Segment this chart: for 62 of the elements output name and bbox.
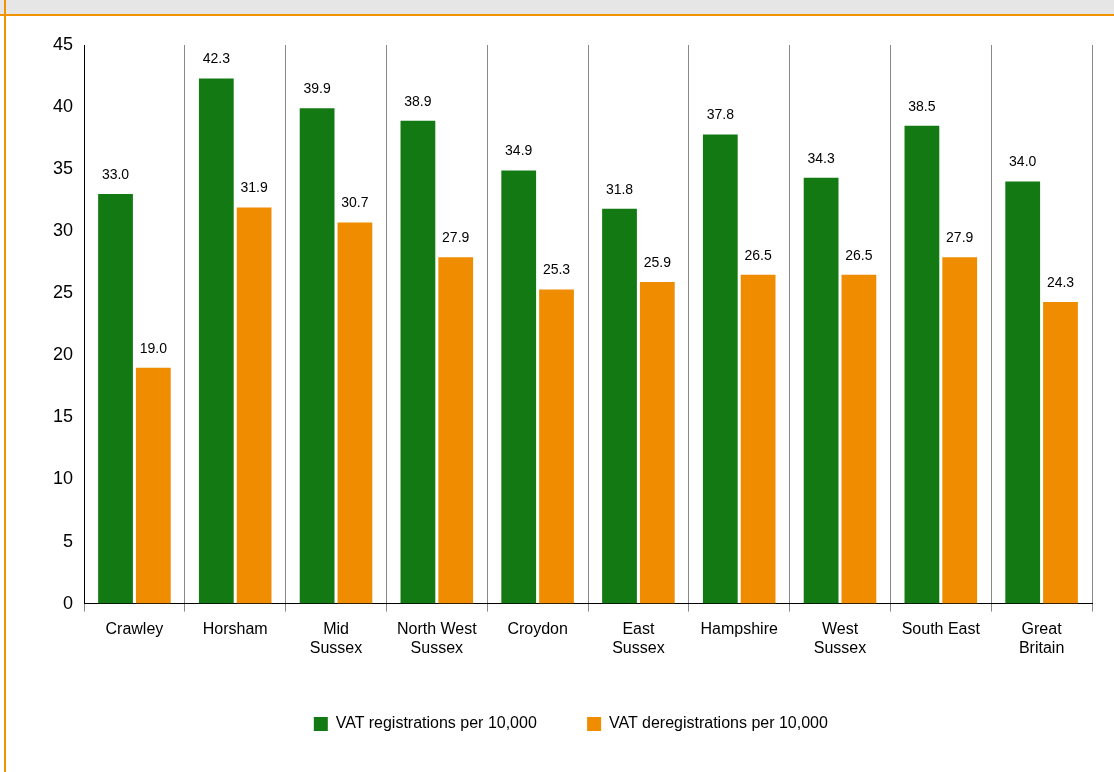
x-tick-label: Horsham xyxy=(202,619,268,637)
y-tick-label: 15 xyxy=(52,406,74,427)
data-label: 27.9 xyxy=(442,229,470,246)
data-label: 38.5 xyxy=(908,97,936,114)
bar xyxy=(1005,181,1041,604)
y-tick-label: 25 xyxy=(52,282,74,303)
legend-label: VAT deregistrations per 10,000 xyxy=(609,714,828,732)
data-label: 25.3 xyxy=(542,261,571,278)
bar xyxy=(337,222,373,604)
bar xyxy=(1043,301,1078,604)
bar xyxy=(539,289,574,604)
bar xyxy=(602,208,637,604)
data-label: 42.3 xyxy=(202,50,231,67)
data-label: 26.5 xyxy=(744,246,772,263)
data-label: 30.7 xyxy=(341,194,369,211)
bar xyxy=(135,367,171,604)
y-tick-label: 20 xyxy=(52,344,74,365)
y-tick-label: 45 xyxy=(52,33,74,54)
data-label: 19.0 xyxy=(139,339,168,356)
x-tick-label: Great Britain xyxy=(1018,619,1065,656)
data-label: 24.3 xyxy=(1046,273,1075,290)
bar xyxy=(904,125,940,604)
bar xyxy=(400,120,436,604)
data-label: 33.0 xyxy=(101,165,130,182)
y-tick-label: 5 xyxy=(63,530,74,551)
data-label: 34.3 xyxy=(807,149,835,166)
x-tick-label: Mid Sussex xyxy=(309,619,363,656)
bar xyxy=(299,108,335,604)
data-label: 31.8 xyxy=(605,180,634,197)
data-label: 38.9 xyxy=(404,92,432,109)
data-label: 39.9 xyxy=(303,80,331,97)
bar xyxy=(198,78,234,604)
bar xyxy=(740,274,776,604)
y-tick-label: 35 xyxy=(52,158,74,179)
x-tick-label: Crawley xyxy=(105,619,164,637)
bar xyxy=(501,170,537,604)
bar xyxy=(942,257,978,604)
bar xyxy=(803,177,839,604)
bar xyxy=(438,257,474,604)
data-label: 25.9 xyxy=(643,253,672,270)
y-tick-label: 10 xyxy=(52,468,74,489)
bar xyxy=(702,134,738,604)
data-label: 31.9 xyxy=(240,179,268,196)
x-tick-label: Hampshire xyxy=(700,619,778,637)
x-tick-label: North West Sussex xyxy=(396,619,478,656)
y-tick-label: 30 xyxy=(52,220,74,241)
data-label: 37.8 xyxy=(706,106,735,123)
bar xyxy=(236,207,272,604)
y-tick-label: 40 xyxy=(52,96,74,117)
y-tick-label: 0 xyxy=(63,592,74,613)
data-label: 26.5 xyxy=(845,246,873,263)
x-tick-label: West Sussex xyxy=(813,619,867,656)
x-tick-label: East Sussex xyxy=(612,619,665,656)
bar xyxy=(639,282,675,604)
bar xyxy=(98,193,133,604)
data-label: 27.9 xyxy=(946,229,974,246)
legend-label: VAT registrations per 10,000 xyxy=(335,714,537,732)
data-label: 34.0 xyxy=(1009,153,1037,170)
x-tick-label: Croydon xyxy=(507,619,568,637)
bar xyxy=(841,274,877,604)
data-label: 34.9 xyxy=(505,142,533,159)
x-tick-label: South East xyxy=(901,619,981,637)
